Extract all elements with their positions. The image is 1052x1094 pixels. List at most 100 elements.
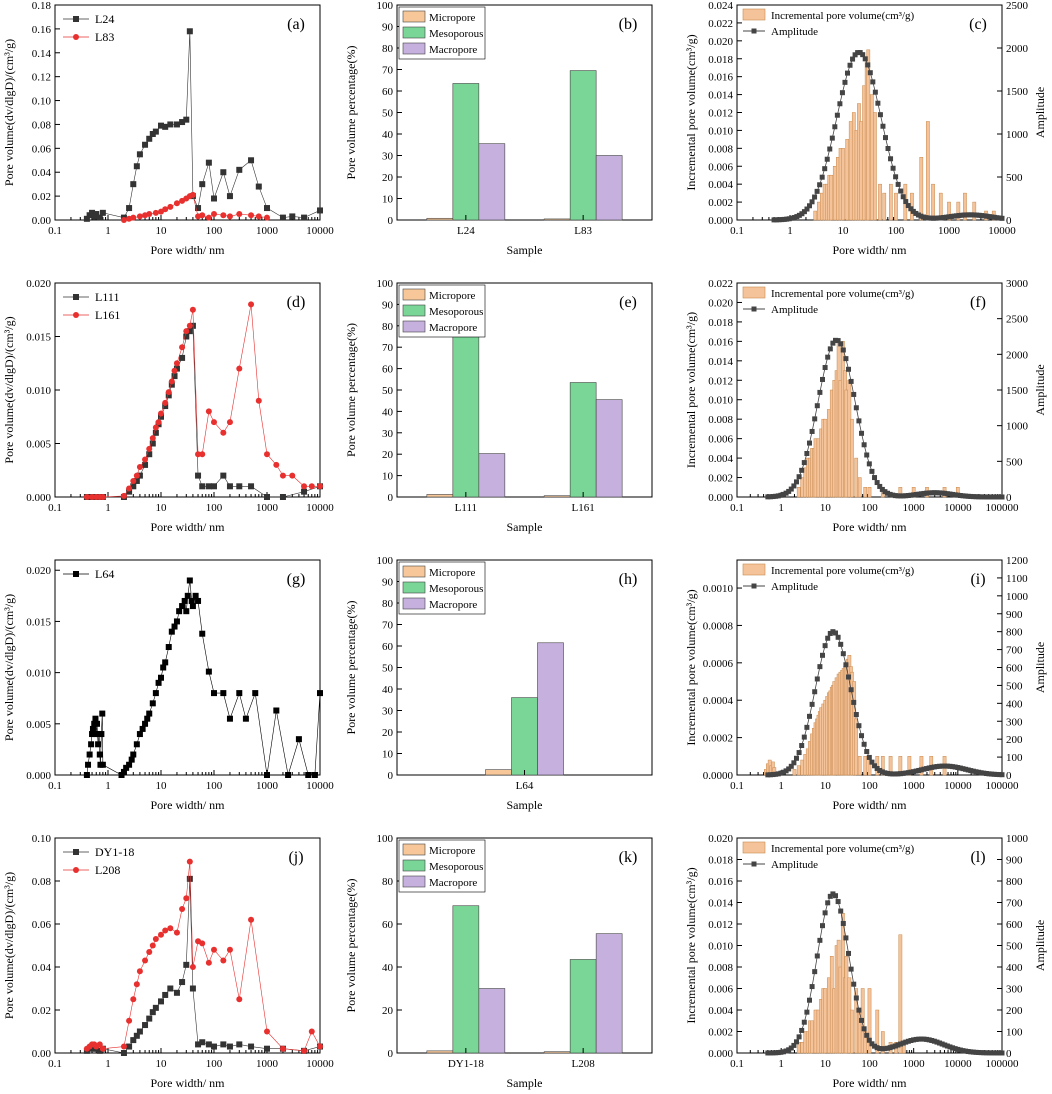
amplitude-point [960, 1048, 966, 1054]
data-point [142, 1022, 149, 1029]
x-tick-label: 1 [105, 1058, 111, 1070]
y-tick-label: 70 [382, 65, 394, 77]
y-tick-label: 0.020 [26, 278, 51, 290]
series-line [86, 861, 321, 1052]
data-point [195, 205, 202, 212]
data-point [195, 1041, 202, 1048]
data-point [173, 989, 180, 996]
amplitude-point [840, 920, 846, 926]
amplitude-point [783, 768, 789, 774]
amplitude-point [865, 62, 871, 68]
y-tick-label: 0.04 [32, 167, 52, 179]
data-point [211, 690, 217, 697]
amplitude-point [931, 764, 937, 770]
y-tick-label: 20 [382, 727, 394, 739]
y2-axis-title: Amplitude [1033, 87, 1047, 138]
amplitude-point [874, 1045, 880, 1051]
data-point [158, 413, 164, 420]
y-tick-label: 40 [382, 129, 394, 141]
amplitude-point [793, 1039, 799, 1045]
y-tick-label: 0.00 [32, 1048, 52, 1060]
y-tick-label: 20 [382, 449, 394, 461]
y2-tick-label: 900 [1006, 855, 1023, 867]
bar-macropore [595, 933, 623, 1054]
data-point [144, 715, 151, 722]
legend-label: Micropore [429, 12, 476, 24]
legend-label: L83 [95, 30, 114, 44]
amplitude-point [812, 416, 818, 422]
amplitude-point [934, 764, 940, 770]
amplitude-point [853, 405, 859, 411]
increment-bar [869, 94, 874, 221]
y-tick-label: 0.012 [708, 108, 733, 120]
increment-bar [823, 418, 828, 498]
amplitude-point [877, 483, 883, 489]
data-point [186, 858, 193, 865]
x-tick-label: 1000 [903, 502, 926, 514]
amplitude-point [817, 389, 823, 395]
data-point [158, 122, 164, 129]
amplitude-point [885, 146, 891, 152]
amplitude-point [819, 174, 825, 180]
panel-(g): 0.1 1 10 100 1000 10000 Pore width/ nm 0.000 0.0… [2, 559, 334, 812]
data-point [158, 674, 164, 681]
amplitude-point [767, 494, 773, 500]
y-tick-label: 0.000 [26, 770, 51, 782]
amplitude-point [783, 490, 789, 496]
data-point [226, 1043, 233, 1050]
legend-marker [751, 861, 757, 867]
y-tick-label: 0.004 [708, 1005, 733, 1017]
data-point [295, 736, 302, 743]
y-tick-label: 80 [382, 598, 394, 610]
amplitude-point [918, 1036, 924, 1042]
y-tick-label: 10 [382, 194, 394, 206]
data-point [176, 608, 183, 615]
amplitude-point [996, 1050, 1002, 1056]
amplitude-point [953, 213, 959, 219]
y-tick-label: 0.008 [708, 414, 733, 426]
amplitude-point [950, 764, 956, 770]
amplitude-point [791, 215, 797, 221]
x-tick-label: 10 [156, 780, 168, 792]
data-point [179, 119, 186, 126]
amplitude-point [791, 1042, 797, 1048]
legend-label: L208 [95, 863, 120, 877]
y-tick-label: 0.005 [26, 719, 51, 731]
amplitude-point [799, 743, 805, 749]
increment-bar [867, 487, 872, 498]
amplitude-point [835, 634, 841, 640]
x-tick-label: 10000 [988, 225, 1016, 237]
legend-swatch [402, 597, 426, 610]
y-tick-label: 0.010 [26, 668, 51, 680]
data-point [273, 461, 280, 468]
amplitude-point [859, 1017, 865, 1023]
legend-label: Micropore [429, 290, 476, 302]
data-point [199, 212, 206, 219]
amplitude-point [976, 494, 982, 500]
amplitude-point [942, 490, 948, 496]
increment-bar [863, 756, 868, 776]
amplitude-point [996, 215, 1002, 221]
amplitude-point [965, 493, 971, 499]
data-point [126, 761, 133, 768]
data-point [308, 1028, 315, 1035]
amplitude-point [887, 491, 893, 497]
y-tick-label: 10 [382, 471, 394, 483]
amplitude-point [981, 770, 987, 776]
panel-label: (i) [970, 571, 985, 588]
data-point [120, 217, 127, 223]
data-point [186, 322, 193, 329]
amplitude-point [892, 493, 898, 499]
y-tick-label: 0.16 [32, 24, 52, 36]
amplitude-point [965, 1049, 971, 1055]
panel-label: (h) [619, 571, 638, 588]
data-point [99, 494, 106, 500]
data-point [248, 301, 255, 308]
x-tick-label: 100 [206, 1058, 223, 1070]
legend-swatch [402, 843, 426, 856]
y-tick-label: 0.06 [32, 143, 52, 155]
legend-marker [751, 306, 757, 312]
y-tick-label: 0.016 [708, 876, 733, 888]
amplitude-point [999, 1050, 1005, 1056]
